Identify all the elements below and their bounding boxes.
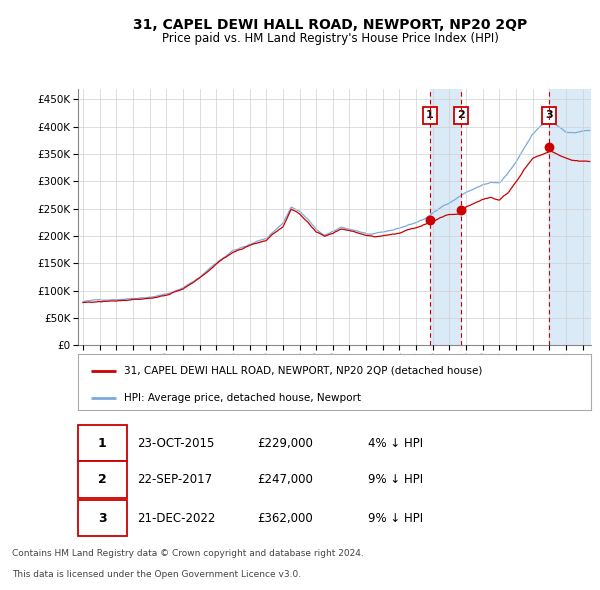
Text: £247,000: £247,000 <box>257 473 313 486</box>
Text: This data is licensed under the Open Government Licence v3.0.: This data is licensed under the Open Gov… <box>12 570 301 579</box>
Point <box>457 205 466 215</box>
Text: 2: 2 <box>458 110 465 120</box>
FancyBboxPatch shape <box>78 461 127 497</box>
Text: 4% ↓ HPI: 4% ↓ HPI <box>368 437 423 450</box>
Text: 21-DEC-2022: 21-DEC-2022 <box>137 512 215 525</box>
Text: Price paid vs. HM Land Registry's House Price Index (HPI): Price paid vs. HM Land Registry's House … <box>161 32 499 45</box>
Bar <box>549 88 591 345</box>
Point <box>425 215 434 225</box>
Text: 31, CAPEL DEWI HALL ROAD, NEWPORT, NP20 2QP: 31, CAPEL DEWI HALL ROAD, NEWPORT, NP20 … <box>133 18 527 32</box>
Point <box>544 143 554 152</box>
Text: 2: 2 <box>98 473 107 486</box>
Text: HPI: Average price, detached house, Newport: HPI: Average price, detached house, Newp… <box>124 393 361 403</box>
Text: 31, CAPEL DEWI HALL ROAD, NEWPORT, NP20 2QP (detached house): 31, CAPEL DEWI HALL ROAD, NEWPORT, NP20 … <box>124 366 482 376</box>
Text: 9% ↓ HPI: 9% ↓ HPI <box>368 473 423 486</box>
Text: £362,000: £362,000 <box>257 512 313 525</box>
FancyBboxPatch shape <box>78 500 127 536</box>
Text: 3: 3 <box>98 512 107 525</box>
Text: 9% ↓ HPI: 9% ↓ HPI <box>368 512 423 525</box>
Text: £229,000: £229,000 <box>257 437 313 450</box>
FancyBboxPatch shape <box>78 425 127 461</box>
Text: 1: 1 <box>98 437 107 450</box>
Bar <box>430 88 461 345</box>
Text: Contains HM Land Registry data © Crown copyright and database right 2024.: Contains HM Land Registry data © Crown c… <box>12 549 364 558</box>
Text: 22-SEP-2017: 22-SEP-2017 <box>137 473 212 486</box>
Text: 1: 1 <box>426 110 433 120</box>
Text: 3: 3 <box>545 110 553 120</box>
Text: 23-OCT-2015: 23-OCT-2015 <box>137 437 214 450</box>
